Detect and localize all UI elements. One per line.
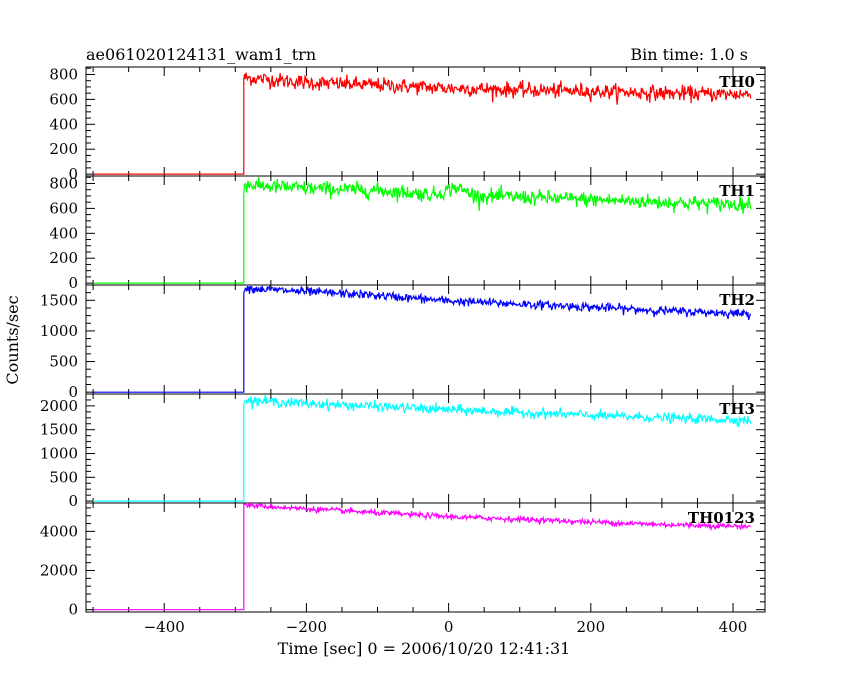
y-tick-label: 500 <box>49 468 78 486</box>
panel-th0123: 0 2000 4000 TH0123 <box>40 502 766 619</box>
panel-th1: 0 200 400 600 800 TH1 <box>49 174 766 292</box>
y-tick-label: 0 <box>68 383 78 401</box>
y-tick-label: 600 <box>49 90 78 108</box>
chart-title: ae061020124131_wam1_trn <box>86 45 316 64</box>
panel-th2: 0 500 1000 1500 TH2 <box>40 284 766 401</box>
y-axis-title: Counts/sec <box>3 295 22 384</box>
y-tick-label: 0 <box>68 492 78 510</box>
panel-th0: 0 200 400 600 800 TH0 <box>49 65 766 183</box>
panel-label: TH0 <box>719 73 755 91</box>
y-tick-label: 2000 <box>40 397 78 415</box>
panel-frame <box>85 502 766 613</box>
x-tick-label: −200 <box>286 618 327 636</box>
y-tick-label: 600 <box>49 199 78 217</box>
y-tick-label: 800 <box>49 65 78 83</box>
panel-frame <box>85 284 766 395</box>
panels: 0 200 400 600 800 TH0 0 200 400 600 800 TH1 0 500 1000… <box>40 65 766 636</box>
y-tick-label: 4000 <box>40 522 78 540</box>
y-tick-label: 400 <box>49 115 78 133</box>
x-tick-label: 0 <box>444 618 454 636</box>
y-tick-label: 800 <box>49 174 78 192</box>
panel-label: TH0123 <box>688 509 755 527</box>
y-tick-label: 400 <box>49 224 78 242</box>
y-tick-label: 1500 <box>40 291 78 309</box>
panel-label: TH1 <box>719 182 755 200</box>
panel-label: TH2 <box>719 291 755 309</box>
y-tick-label: 0 <box>68 601 78 619</box>
series-line-th1 <box>93 176 752 284</box>
y-tick-label: 1500 <box>40 421 78 439</box>
x-tick-label: 200 <box>576 618 605 636</box>
x-tick-label: −400 <box>144 618 185 636</box>
series-line-th3 <box>93 395 752 502</box>
series-line-th2 <box>93 284 752 393</box>
x-tick-label: 400 <box>719 618 748 636</box>
panel-th3: 0 500 1000 1500 2000 TH3 <box>40 393 766 510</box>
series-line-th0123 <box>93 502 752 611</box>
y-tick-label: 200 <box>49 140 78 158</box>
panel-label: TH3 <box>719 400 755 418</box>
bin-time-label: Bin time: 1.0 s <box>630 45 748 64</box>
y-tick-label: 1000 <box>40 322 78 340</box>
y-tick-label: 1000 <box>40 444 78 462</box>
y-tick-label: 0 <box>68 165 78 183</box>
y-tick-label: 2000 <box>40 562 78 580</box>
x-axis-title: Time [sec] 0 = 2006/10/20 12:41:31 <box>278 639 571 658</box>
y-tick-label: 0 <box>68 274 78 292</box>
series-line-th0 <box>93 72 752 175</box>
y-tick-label: 500 <box>49 353 78 371</box>
y-tick-label: 200 <box>49 249 78 267</box>
